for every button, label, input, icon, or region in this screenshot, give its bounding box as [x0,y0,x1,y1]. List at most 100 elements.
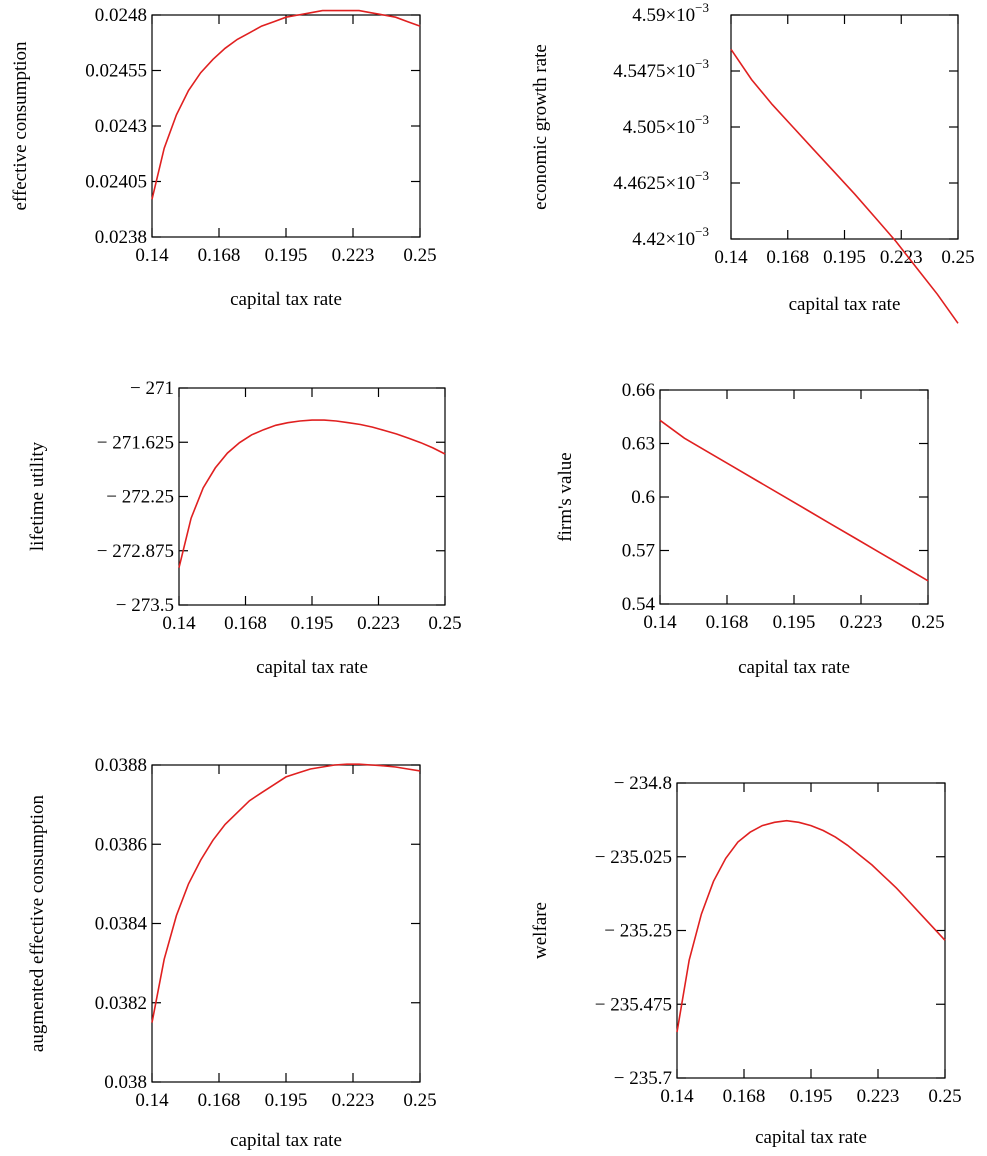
x-tick-label: 0.195 [265,245,308,266]
x-tick-label: 0.195 [790,1086,833,1107]
x-tick-label: 0.223 [880,247,923,268]
x-tick-label: 0.168 [198,1090,241,1111]
y-axis-label: lifetime utility [27,441,48,551]
y-tick-label: 0.0248 [95,5,147,26]
y-tick-exponent: −3 [695,224,709,239]
x-tick-label: 0.25 [428,613,461,634]
y-tick-label: − 235.025 [595,847,672,868]
y-tick-mantissa: 4.42×10 [632,229,695,250]
y-axis-label: welfare [530,902,551,959]
y-tick-label: 0.0238 [95,227,147,248]
plot-frame [730,14,959,240]
chart-panel-1: 0.14 0.168 0.195 0.223 0.25 0.0238 0.02405 0.02… [10,5,437,310]
x-axis-label: capital tax rate [738,657,850,678]
chart-panel-4: 0.14 0.168 0.195 0.223 0.25 0.54 0.57 0.6 0.63 0.… [555,380,945,678]
y-tick-label: 4.505×10−3 [623,112,709,138]
plot-frame [151,764,421,1083]
y-tick-label: 0.66 [622,380,655,401]
y-tick-label: 4.42×10−3 [632,224,709,250]
y-tick-label: 0.6 [631,487,655,508]
x-tick-label: 0.14 [135,1090,169,1111]
series-line [676,819,946,1033]
y-tick-exponent: −3 [695,56,709,71]
x-tick-label: 0.168 [224,613,267,634]
x-axis-label: capital tax rate [256,657,368,678]
x-tick-label: 0.14 [162,613,196,634]
x-tick-label: 0.14 [643,612,677,633]
plot-frame [151,14,421,238]
series-line [659,419,929,582]
x-tick-label: 0.14 [714,247,748,268]
x-tick-label: 0.168 [706,612,749,633]
y-tick-mantissa: 4.59×10 [632,5,695,26]
series-line [730,48,959,324]
x-tick-label: 0.223 [357,613,400,634]
series-line [178,419,446,568]
x-axis-label: capital tax rate [789,294,901,315]
x-tick-label: 0.195 [823,247,866,268]
y-axis-label: augmented effective consumption [27,794,48,1052]
series-line [151,9,421,200]
x-tick-label: 0.223 [332,245,375,266]
y-tick-exponent: −3 [695,168,709,183]
y-tick-label: 0.02455 [85,61,147,82]
y-tick-label: − 271 [130,378,174,399]
y-tick-label: 4.59×10−3 [632,0,709,26]
x-axis-label: capital tax rate [755,1127,867,1148]
y-tick-label: − 272.25 [106,487,174,508]
y-tick-mantissa: 4.505×10 [623,117,695,138]
chart-panel-3: 0.14 0.168 0.195 0.223 0.25 − 273.5 − 272.875 −… [27,378,462,678]
y-tick-label: 0.0243 [95,116,147,137]
x-tick-label: 0.14 [135,245,169,266]
x-axis-label: capital tax rate [230,289,342,310]
y-tick-label: 0.63 [622,434,655,455]
y-tick-label: 0.0386 [95,834,147,855]
y-tick-mantissa: 4.4625×10 [613,173,695,194]
x-tick-label: 0.223 [857,1086,900,1107]
x-tick-label: 0.168 [198,245,241,266]
y-tick-mantissa: 4.5475×10 [613,61,695,82]
y-tick-label: − 271.625 [97,432,174,453]
y-tick-label: 0.038 [104,1072,147,1093]
y-axis-label: effective consumption [10,41,31,211]
chart-panel-5: 0.14 0.168 0.195 0.223 0.25 0.038 0.0382 0.0384… [27,755,437,1151]
y-tick-label: 4.4625×10−3 [613,168,709,194]
x-tick-label: 0.25 [941,247,974,268]
plot-frame [659,389,929,605]
x-tick-label: 0.195 [773,612,816,633]
x-tick-label: 0.25 [911,612,944,633]
x-tick-label: 0.25 [403,245,436,266]
y-tick-label: 4.5475×10−3 [613,56,709,82]
y-axis-label: economic growth rate [530,44,551,210]
chart-panel-6: 0.14 0.168 0.195 0.223 0.25 − 235.7 − 235.475 −… [530,773,962,1148]
x-tick-label: 0.168 [723,1086,766,1107]
y-tick-label: − 235.475 [595,994,672,1015]
chart-panel-2: 0.14 0.168 0.195 0.223 0.254.42×10−34.4625×1… [530,0,975,324]
series-line [151,763,421,1023]
y-tick-label: 0.0388 [95,755,147,776]
x-tick-label: 0.195 [291,613,334,634]
y-tick-label: − 272.875 [97,541,174,562]
x-tick-label: 0.25 [928,1086,961,1107]
y-tick-label: 0.54 [622,594,656,615]
y-tick-exponent: −3 [695,0,709,15]
y-tick-label: 0.02405 [85,172,147,193]
y-tick-label: − 273.5 [116,595,174,616]
x-tick-label: 0.14 [660,1086,694,1107]
y-tick-exponent: −3 [695,112,709,127]
y-tick-label: − 235.25 [604,921,672,942]
y-tick-label: − 235.7 [614,1068,672,1089]
y-tick-label: 0.0382 [95,993,147,1014]
plot-frame [676,782,946,1079]
x-tick-label: 0.223 [840,612,883,633]
y-tick-label: − 234.8 [614,773,672,794]
x-tick-label: 0.223 [332,1090,375,1111]
x-axis-label: capital tax rate [230,1130,342,1151]
y-tick-label: 0.57 [622,541,655,562]
y-tick-label: 0.0384 [95,914,148,935]
y-axis-label: firm's value [555,452,576,541]
x-tick-label: 0.25 [403,1090,436,1111]
x-tick-label: 0.195 [265,1090,308,1111]
x-tick-label: 0.168 [766,247,809,268]
